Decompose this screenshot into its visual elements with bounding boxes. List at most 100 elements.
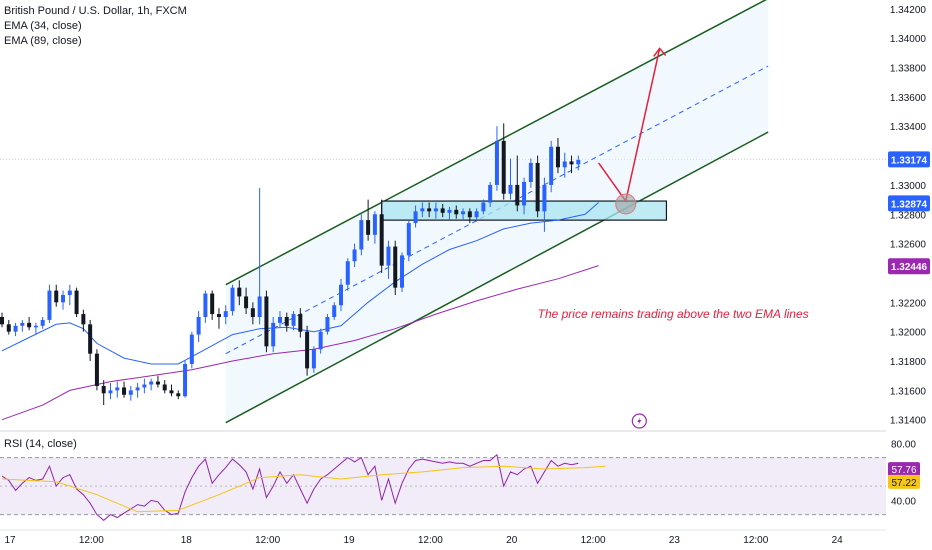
candle-body — [6, 324, 11, 332]
candle — [501, 123, 506, 200]
candle — [332, 302, 337, 320]
candle — [562, 152, 567, 178]
candle — [108, 383, 113, 400]
candle — [81, 309, 86, 332]
time-tick-label: 20 — [506, 535, 518, 546]
candle-body — [135, 387, 140, 391]
annotation-text: The price remains trading above the two … — [538, 307, 809, 321]
time-tick-label: 12:00 — [79, 535, 104, 546]
candle-body — [216, 314, 221, 317]
candle-body — [298, 314, 303, 332]
candle — [40, 316, 45, 329]
ema34-legend: EMA (34, close) — [4, 20, 82, 32]
candle-body — [61, 294, 66, 303]
candle — [142, 378, 147, 394]
candle-body — [400, 255, 405, 288]
candle-body — [345, 261, 350, 285]
candle-body — [0, 316, 4, 325]
candle — [393, 240, 398, 295]
candle — [427, 202, 432, 218]
candle-body — [67, 290, 72, 295]
candle — [494, 126, 499, 191]
candle-body — [81, 314, 86, 325]
candle — [162, 380, 167, 394]
candle — [311, 346, 316, 373]
candle-body — [101, 385, 106, 394]
rsi-legend: RSI (14, close) — [4, 438, 77, 450]
price-label-badge — [888, 258, 930, 275]
candle-body — [264, 296, 269, 347]
candle-body — [196, 316, 201, 335]
candle — [54, 284, 59, 307]
candle-body — [284, 316, 289, 326]
candle — [271, 316, 276, 353]
candle-body — [535, 162, 540, 212]
candle-body — [569, 161, 574, 165]
candle — [467, 208, 472, 224]
candle — [542, 177, 547, 232]
candle-body — [47, 290, 52, 320]
candle — [122, 381, 127, 398]
candle-body — [183, 363, 188, 397]
ema89-line — [1, 265, 599, 421]
time-tick-label: 19 — [343, 535, 355, 546]
candle — [101, 380, 106, 406]
candle-body — [108, 390, 113, 394]
candle — [576, 155, 581, 171]
candle — [461, 208, 466, 221]
candle — [27, 316, 32, 331]
candle-body — [149, 381, 154, 385]
candle-body — [386, 246, 391, 266]
candle-body — [447, 209, 452, 213]
candle — [115, 381, 120, 398]
price-tick-label: 1.32600 — [890, 240, 927, 251]
candle — [183, 361, 188, 398]
price-scale — [886, 0, 932, 550]
candle-body — [379, 214, 384, 266]
candle — [440, 203, 445, 218]
candle — [569, 155, 574, 174]
candle-body — [223, 311, 228, 317]
candle — [352, 243, 357, 268]
price-tick-label: 1.31600 — [890, 386, 927, 397]
candle — [379, 199, 384, 273]
candle-body — [230, 287, 235, 312]
candle-body — [54, 290, 59, 303]
candle — [454, 205, 459, 219]
candle — [339, 278, 343, 312]
candle — [74, 287, 79, 317]
candle-body — [406, 223, 411, 256]
candle — [284, 312, 289, 332]
candle-body — [33, 325, 38, 328]
candle — [61, 290, 66, 310]
time-tick-label: 12:00 — [255, 535, 280, 546]
price-tick-label: 1.34200 — [890, 5, 927, 16]
candle — [318, 328, 323, 354]
candle-body — [501, 140, 506, 194]
candle-body — [372, 214, 377, 235]
candle-body — [142, 384, 147, 388]
candle — [406, 220, 411, 262]
candle — [447, 206, 452, 221]
candle-body — [128, 390, 133, 395]
rsi-band — [0, 457, 886, 515]
rsi-ma-line — [1, 465, 606, 513]
candle-body — [74, 290, 79, 315]
candle — [88, 319, 93, 362]
candle — [264, 290, 269, 353]
rsi-value-badge — [888, 474, 920, 489]
candle — [230, 284, 235, 316]
rsi-value-text: 57.22 — [891, 478, 916, 489]
candle — [413, 205, 418, 228]
price-label-badge — [888, 195, 930, 212]
candle — [257, 187, 262, 325]
candle — [223, 305, 228, 325]
candle — [47, 284, 52, 323]
candle — [386, 240, 391, 279]
candle-body — [508, 184, 513, 194]
candle-body — [94, 353, 99, 386]
candle — [359, 214, 364, 256]
candle — [400, 252, 405, 293]
